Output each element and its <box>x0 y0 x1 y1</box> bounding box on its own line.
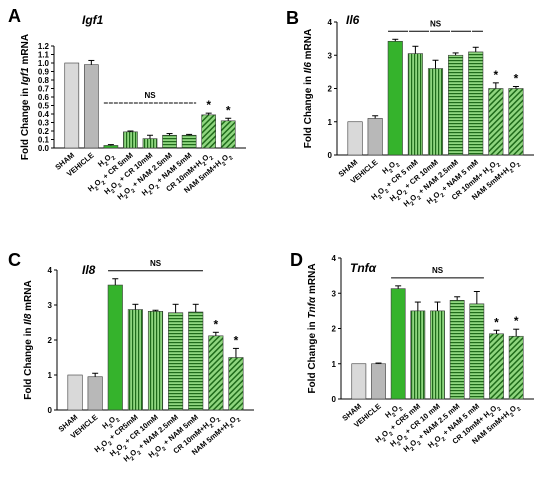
bar <box>489 333 504 400</box>
bar <box>449 299 465 400</box>
bar <box>181 134 197 149</box>
bar <box>367 118 383 156</box>
gene-title: Il6 <box>346 13 360 27</box>
category-label: H2O2 <box>383 402 404 422</box>
bar <box>188 311 204 411</box>
y-tick-label: 0.3 <box>38 119 50 128</box>
y-tick-label: 0.0 <box>38 144 50 153</box>
y-tick-label: 0 <box>328 151 333 160</box>
bar <box>410 310 426 400</box>
gene-title: Igf1 <box>82 13 104 27</box>
bar <box>208 335 224 411</box>
bar <box>351 363 367 400</box>
bar <box>448 54 464 156</box>
ns-label: NS <box>430 19 442 28</box>
ns-label: NS <box>150 259 162 268</box>
significance-star: * <box>206 98 211 112</box>
bar <box>107 284 123 411</box>
y-tick-label: 1.2 <box>38 42 50 51</box>
y-tick-label: 0.9 <box>38 68 50 77</box>
significance-star: * <box>226 103 231 117</box>
y-tick-label: 4 <box>332 254 337 263</box>
category-label: H2O2 <box>380 158 401 178</box>
significance-star: * <box>514 72 519 86</box>
bar <box>127 309 143 411</box>
y-axis-label: Fold Change in Il6 mRNA <box>303 29 314 148</box>
y-tick-label: 0.7 <box>38 85 50 94</box>
gene-title: Il8 <box>82 263 96 277</box>
panel-letter: A <box>8 6 21 26</box>
bar <box>201 114 217 149</box>
bar <box>469 303 485 400</box>
category-label: H2O2 <box>100 413 121 433</box>
panel-letter: D <box>290 250 303 270</box>
y-tick-label: 1.1 <box>38 51 50 60</box>
y-tick-label: 2 <box>332 325 337 334</box>
bar <box>427 68 444 156</box>
gene-title: Tnfα <box>350 261 377 275</box>
bar <box>488 88 504 156</box>
panel-a: A Igf10.00.10.20.30.40.50.60.70.80.91.01.… <box>8 6 246 202</box>
bar <box>67 374 83 411</box>
bar <box>220 120 236 149</box>
bar <box>387 40 403 156</box>
y-axis-label: Fold Change in Igf1 mRNA <box>20 34 31 160</box>
bar <box>123 131 138 149</box>
bar <box>168 312 184 411</box>
bar <box>228 357 244 411</box>
bar <box>64 62 80 149</box>
y-axis-label: Fold Change in Tnfα mRNA <box>307 263 318 393</box>
bar <box>347 121 363 156</box>
y-tick-label: 0.5 <box>38 102 50 111</box>
bar <box>142 138 158 149</box>
bar <box>508 335 524 400</box>
ns-label: NS <box>144 91 156 100</box>
y-tick-label: 4 <box>328 18 333 27</box>
significance-star: * <box>514 314 519 328</box>
bar <box>468 51 484 156</box>
panel-letter: C <box>8 250 21 270</box>
y-tick-label: 3 <box>48 301 53 310</box>
bar <box>390 288 406 400</box>
y-tick-label: 1 <box>328 118 333 127</box>
bar <box>83 64 99 149</box>
y-tick-label: 3 <box>332 289 337 298</box>
significance-star: * <box>494 315 499 329</box>
y-tick-label: 4 <box>48 266 53 275</box>
significance-star: * <box>213 317 218 331</box>
y-tick-label: 0.1 <box>38 136 50 145</box>
bar <box>162 134 177 149</box>
panel-letter: B <box>286 8 299 28</box>
bar <box>103 145 119 149</box>
y-tick-label: 2 <box>48 336 53 345</box>
y-tick-label: 0.2 <box>38 127 50 136</box>
bar <box>147 310 164 411</box>
y-tick-label: 1 <box>332 360 337 369</box>
y-tick-label: 0.8 <box>38 76 50 85</box>
y-tick-label: 0 <box>332 395 337 404</box>
category-label: H2O2 <box>96 151 117 171</box>
y-tick-label: 3 <box>328 51 333 60</box>
y-tick-label: 0 <box>48 406 53 415</box>
y-axis-label: Fold Change in Il8 mRNA <box>23 280 34 399</box>
ns-label: NS <box>432 266 444 275</box>
y-tick-label: 2 <box>328 85 333 94</box>
significance-star: * <box>493 68 498 82</box>
y-tick-label: 1 <box>48 371 53 380</box>
y-tick-label: 1.0 <box>38 59 50 68</box>
bar <box>430 310 445 400</box>
y-tick-label: 0.6 <box>38 93 50 102</box>
bar <box>407 53 423 156</box>
bar <box>371 363 386 400</box>
y-tick-label: 0.4 <box>38 110 50 119</box>
significance-star: * <box>234 333 239 347</box>
bar <box>87 376 103 411</box>
bar <box>508 88 524 156</box>
